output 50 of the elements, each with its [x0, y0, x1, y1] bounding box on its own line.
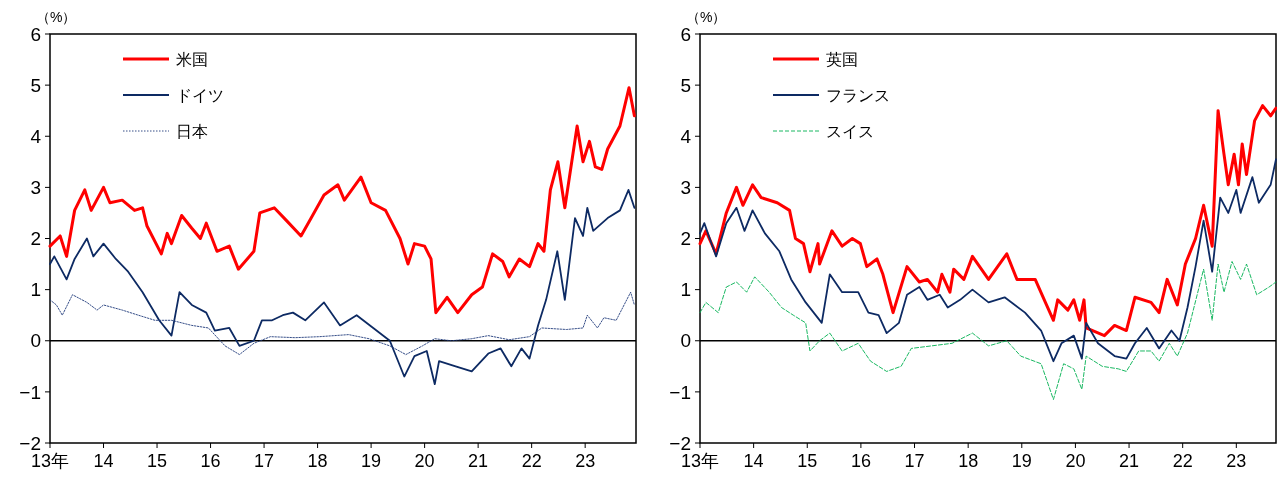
x-tick-label: 18 [307, 451, 328, 471]
y-tick-label: 0 [30, 330, 41, 352]
y-tick-label: 6 [30, 23, 41, 45]
y-tick-label: 6 [680, 23, 691, 45]
legend-label: スイス [826, 122, 874, 140]
x-tick-label: 21 [1119, 451, 1140, 471]
y-tick-label: 3 [30, 177, 41, 199]
y-tick-label: −1 [669, 381, 691, 403]
x-tick-label: 20 [1065, 451, 1086, 471]
legend-label: フランス [826, 86, 890, 104]
x-tick-label: 15 [147, 451, 168, 471]
y-tick-label: 0 [680, 330, 691, 352]
y-tick-label: 5 [680, 74, 691, 96]
legend-label: 米国 [176, 50, 208, 68]
x-tick-label: 13年 [30, 451, 70, 471]
x-tick-label: 18 [958, 451, 979, 471]
y-tick-label: −1 [19, 381, 41, 403]
x-tick-label: 16 [850, 451, 871, 471]
line-series [48, 86, 636, 315]
x-tick-label: 15 [797, 451, 818, 471]
x-tick-label: 17 [904, 451, 925, 471]
x-tick-label: 16 [200, 451, 221, 471]
x-tick-label: 20 [414, 451, 435, 471]
x-tick-label: 14 [743, 451, 764, 471]
legend-label: ドイツ [176, 86, 224, 104]
y-tick-label: 4 [30, 125, 42, 147]
line-series [698, 104, 1277, 338]
x-tick-label: 14 [93, 451, 114, 471]
legend-label: 日本 [176, 122, 208, 140]
y-tick-label: 1 [30, 279, 41, 301]
x-tick-label: 22 [1172, 451, 1193, 471]
x-tick-label: 23 [575, 451, 596, 471]
y-axis-title: （%） [686, 9, 727, 25]
legend-label: 英国 [826, 50, 858, 68]
y-tick-label: 1 [680, 279, 691, 301]
y-tick-label: −2 [19, 432, 41, 454]
x-tick-label: 13年 [680, 451, 720, 471]
x-tick-label: 19 [361, 451, 382, 471]
y-tick-label: 3 [680, 177, 691, 199]
y-axis-title: （%） [36, 9, 77, 25]
y-tick-label: 2 [30, 228, 41, 250]
x-tick-label: 22 [521, 451, 542, 471]
x-tick-label: 19 [1011, 451, 1032, 471]
x-tick-label: 23 [1226, 451, 1247, 471]
x-tick-label: 17 [254, 451, 275, 471]
x-tick-label: 21 [468, 451, 489, 471]
y-tick-label: 4 [680, 125, 692, 147]
y-tick-label: 5 [30, 74, 41, 96]
y-tick-label: 2 [680, 228, 691, 250]
y-tick-label: −2 [669, 432, 691, 454]
